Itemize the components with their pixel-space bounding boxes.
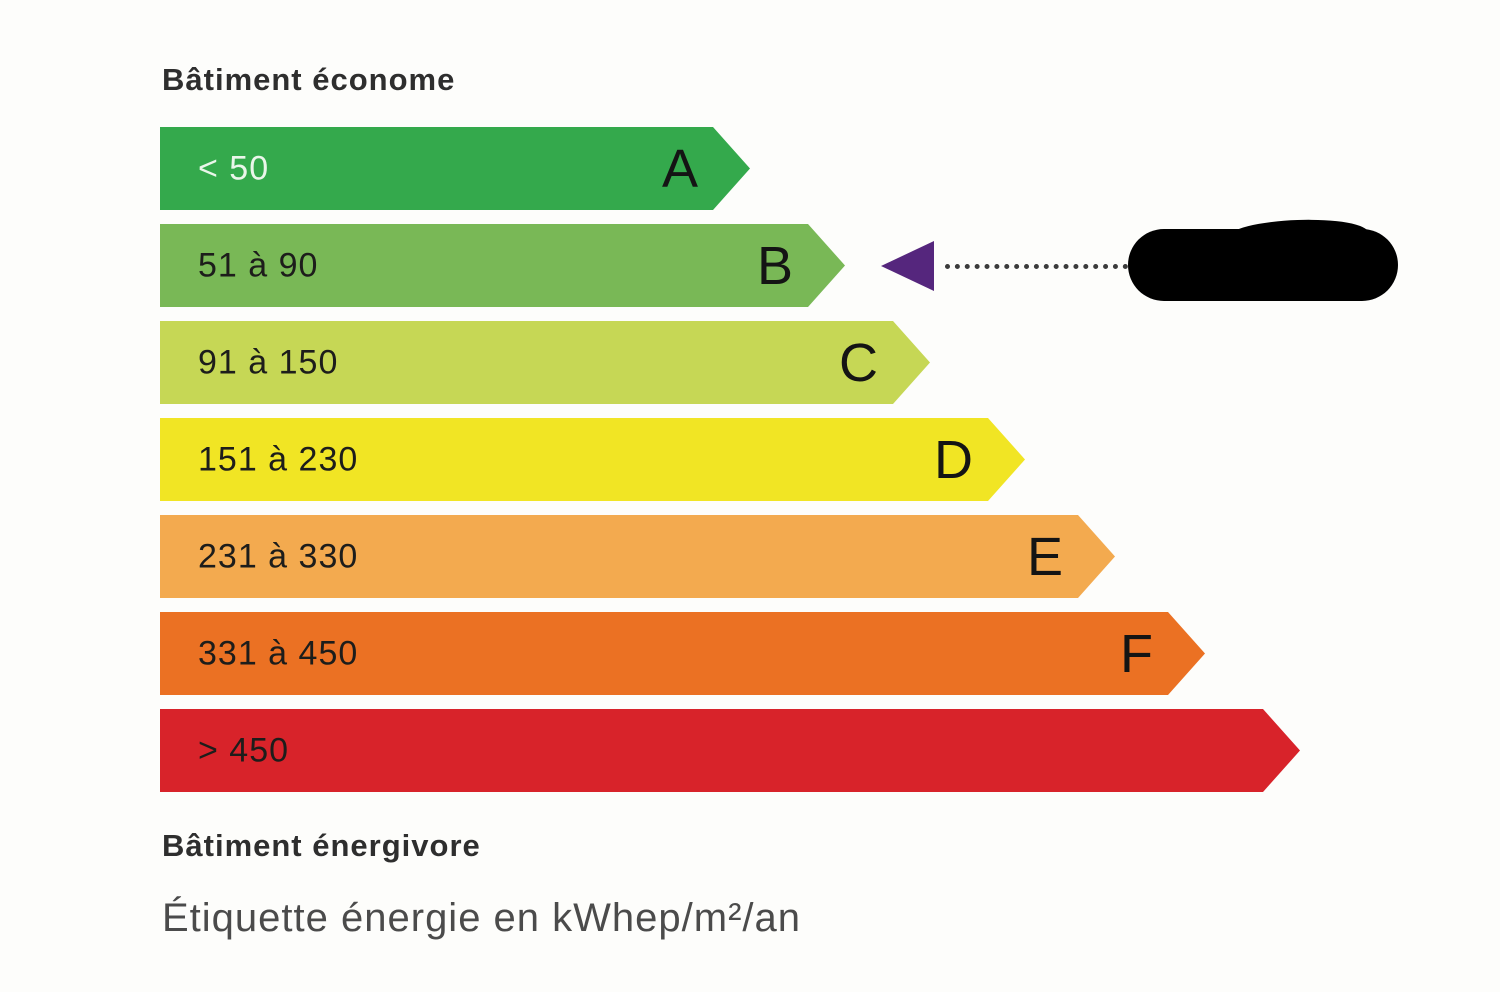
range-label: 151 à 230 — [198, 440, 359, 478]
redacted-value-blob — [1128, 229, 1398, 301]
class-letter: A — [661, 138, 698, 199]
dotted-connector-line — [945, 264, 1128, 269]
range-label: 231 à 330 — [198, 537, 359, 575]
range-label: > 450 — [198, 731, 290, 769]
energy-class-bar-d: 151 à 230 D — [160, 418, 1025, 501]
class-letter: F — [1120, 623, 1153, 684]
energy-label-caption: Étiquette énergie en kWhep/m²/an — [162, 896, 802, 940]
range-label: 51 à 90 — [198, 246, 319, 284]
energy-class-bar-f: 331 à 450 F — [160, 612, 1205, 695]
range-label: 91 à 150 — [198, 343, 339, 381]
energy-intensive-building-label: Bâtiment énergivore — [162, 828, 481, 863]
range-label: < 50 — [198, 149, 270, 187]
class-letter: D — [934, 429, 973, 490]
class-indicator-arrow-icon — [881, 241, 934, 291]
energy-class-bar-b: 51 à 90 B — [160, 224, 845, 307]
energy-class-bar-a: < 50 A — [160, 127, 750, 210]
energy-class-bar-c: 91 à 150 C — [160, 321, 930, 404]
class-letter: E — [1026, 526, 1063, 587]
class-letter: B — [756, 235, 793, 296]
class-letter: C — [839, 332, 878, 393]
energy-class-bar-e: 231 à 330 E — [160, 515, 1115, 598]
economical-building-label: Bâtiment économe — [162, 62, 456, 97]
energy-class-bars: < 50 A 51 à 90 B 91 à 150 C 151 à 230 D … — [160, 127, 1300, 806]
range-label: 331 à 450 — [198, 634, 359, 672]
energy-class-bar-g: > 450 — [160, 709, 1300, 792]
